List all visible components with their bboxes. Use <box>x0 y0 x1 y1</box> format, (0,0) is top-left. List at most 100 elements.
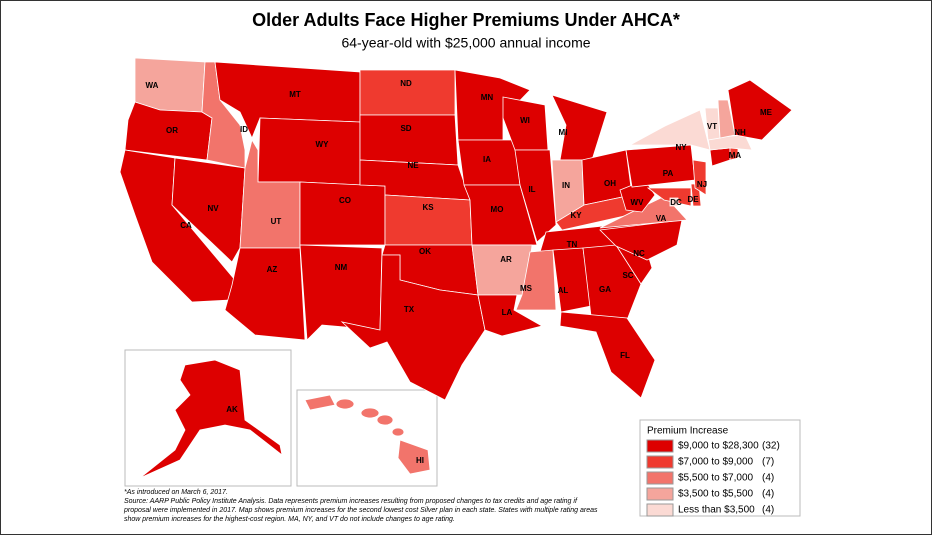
state-label: AK <box>226 405 238 414</box>
state-label: WI <box>520 116 530 125</box>
legend-label: $7,000 to $9,000 <box>678 457 754 468</box>
state-label: NE <box>407 161 419 170</box>
state-label: SD <box>400 124 411 133</box>
state-part <box>397 439 431 475</box>
state-label: NY <box>675 143 687 152</box>
state <box>359 114 459 166</box>
legend-count: (4) <box>762 473 774 484</box>
state-label: KY <box>570 211 582 220</box>
state-label: WY <box>316 140 330 149</box>
state <box>669 197 679 207</box>
state-label: WV <box>631 198 645 207</box>
state-label: AR <box>500 255 512 264</box>
state-label: MA <box>729 151 742 160</box>
state-label: NV <box>207 204 219 213</box>
state-label: NJ <box>697 180 707 189</box>
legend-label: $5,500 to $7,000 <box>678 473 754 484</box>
state-label: IA <box>483 155 491 164</box>
state-label: VT <box>707 122 717 131</box>
legend-label: Less than $3,500 <box>678 505 755 516</box>
legend-swatch <box>646 487 674 501</box>
state <box>171 157 246 263</box>
state <box>299 181 386 246</box>
state-label: MI <box>559 128 568 137</box>
state-label: AZ <box>267 265 278 274</box>
state-part <box>376 414 394 426</box>
state-label: LA <box>502 308 513 317</box>
legend-count: (4) <box>762 489 774 500</box>
state-label: OK <box>419 247 431 256</box>
legend-count: (7) <box>762 457 774 468</box>
state-label: MO <box>491 205 504 214</box>
footnote: proposal were implemented in 2017. Map s… <box>123 507 598 514</box>
legend-swatch <box>646 471 674 485</box>
state-label: CO <box>339 196 351 205</box>
subtitle: 64-year-old with $25,000 annual income <box>341 35 590 51</box>
state <box>515 249 557 311</box>
title: Older Adults Face Higher Premiums Under … <box>252 10 680 30</box>
state-part <box>391 427 405 437</box>
state-label: ID <box>240 125 248 134</box>
state-label: PA <box>663 169 674 178</box>
state-label: SC <box>622 271 633 280</box>
state <box>139 359 283 479</box>
footnote: show premium increases for the highest-c… <box>124 516 455 523</box>
state <box>692 159 707 196</box>
legend-swatch <box>646 455 674 469</box>
state-label: MT <box>289 90 301 99</box>
state <box>629 109 711 151</box>
legend-count: (4) <box>762 505 774 516</box>
state-label: TN <box>567 240 578 249</box>
hawaii-inset <box>296 389 438 487</box>
state-part <box>335 398 355 410</box>
state <box>727 79 793 141</box>
state-label: KS <box>422 203 434 212</box>
state <box>257 117 361 186</box>
footnotes: *As introduced on March 6, 2017. Source: … <box>123 489 598 523</box>
state-label: HI <box>416 456 424 465</box>
legend-label: $9,000 to $28,300 <box>678 441 759 452</box>
state-label: WA <box>146 81 159 90</box>
legend: $9,000 to $28,300 (32) $7,000 to $9,000 (7)… <box>646 439 780 517</box>
state-label: UT <box>271 217 282 226</box>
legend-swatch <box>646 439 674 453</box>
state <box>646 187 692 207</box>
footnote: Source: AARP Public Policy Institute Ana… <box>124 498 578 505</box>
state <box>359 69 456 116</box>
state-label: GA <box>599 285 611 294</box>
footnote: *As introduced on March 6, 2017. <box>124 489 228 496</box>
state-label: IL <box>528 185 535 194</box>
state-labels: WA OR CA NV ID MT WY UT AZ CO NM ND SD NE KS OK TX MN IA MO… <box>146 79 773 465</box>
state-part <box>360 407 380 419</box>
state-label: VA <box>656 214 667 223</box>
state-label: DC <box>670 198 682 207</box>
state-label: OR <box>166 126 178 135</box>
state-label: ME <box>760 108 773 117</box>
state <box>582 244 642 321</box>
state-label: DE <box>687 195 699 204</box>
alaska-inset <box>124 349 292 487</box>
state-label: MN <box>481 93 494 102</box>
legend-title: Premium Increase <box>647 426 729 437</box>
state <box>340 254 486 401</box>
state <box>304 394 336 411</box>
state-label: MS <box>520 284 533 293</box>
state <box>559 311 656 399</box>
state-label: CA <box>180 221 192 230</box>
state-label: NC <box>633 249 645 258</box>
legend-swatch <box>646 503 674 517</box>
state-label: FL <box>620 351 630 360</box>
state <box>477 294 544 337</box>
legend-count: (32) <box>762 441 780 452</box>
states <box>119 57 793 479</box>
state-label: IN <box>562 181 570 190</box>
state-label: ND <box>400 79 412 88</box>
state-label: NM <box>335 263 348 272</box>
state-label: NH <box>734 128 746 137</box>
state-label: TX <box>404 305 415 314</box>
legend-label: $3,500 to $5,500 <box>678 489 754 500</box>
state-label: OH <box>604 179 616 188</box>
state-label: AL <box>558 286 569 295</box>
